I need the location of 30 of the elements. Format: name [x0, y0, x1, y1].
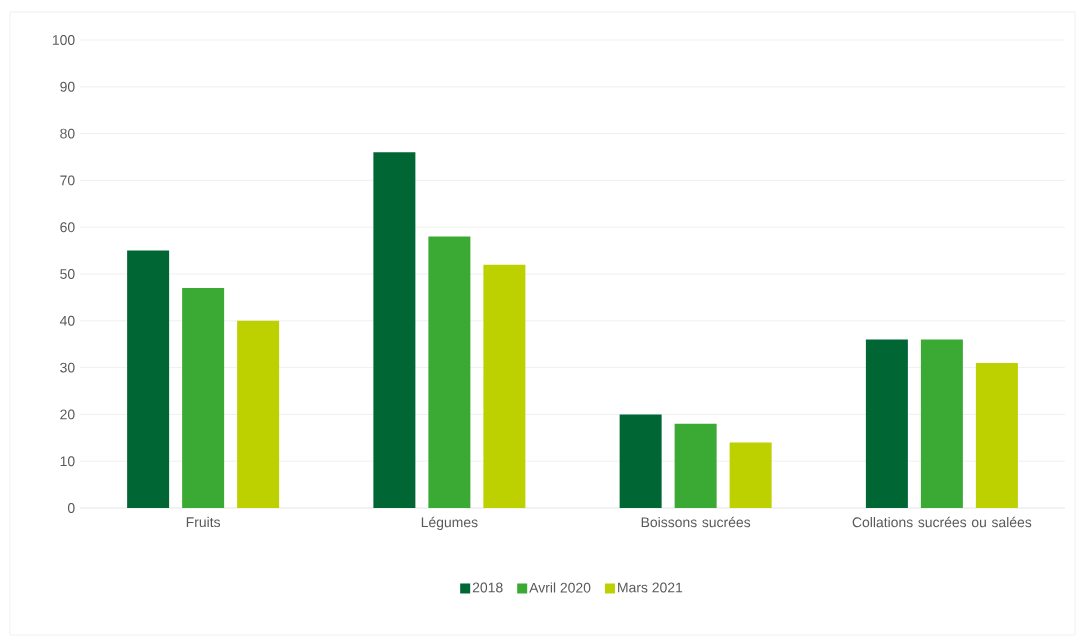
- y-tick-label: 70: [60, 175, 75, 186]
- y-tick-label: 10: [60, 456, 75, 467]
- legend-label: Avril 2020: [529, 582, 591, 593]
- y-tick-label: 0: [67, 503, 75, 513]
- x-tick-label: Légumes: [421, 516, 478, 530]
- y-tick-label: 40: [59, 315, 75, 326]
- legend-label: 2018: [472, 582, 503, 593]
- bar: [237, 320, 280, 508]
- bar: [865, 339, 908, 508]
- bar: [428, 236, 471, 508]
- bar: [182, 288, 225, 508]
- y-tick-label: 100: [52, 35, 75, 45]
- y-tick-label: 80: [60, 128, 75, 139]
- bar: [373, 152, 416, 508]
- y-tick-label: 30: [60, 362, 75, 373]
- bar: [975, 362, 1018, 508]
- bar: [920, 339, 963, 508]
- bar: [127, 250, 170, 508]
- y-tick-label: 50: [60, 269, 75, 279]
- bar: [619, 414, 662, 508]
- legend-label: Mars 2021: [618, 582, 683, 593]
- bar: [483, 264, 526, 508]
- x-tick-label: Boissons sucrées: [641, 516, 751, 528]
- bar: [729, 442, 772, 508]
- y-tick-label: 60: [60, 222, 75, 233]
- y-tick-label: 90: [60, 81, 75, 92]
- x-tick-label: Collations sucrées ou salées: [852, 516, 1032, 528]
- bar: [674, 423, 717, 508]
- y-tick-label: 20: [60, 409, 75, 420]
- x-tick-label: Fruits: [186, 516, 221, 528]
